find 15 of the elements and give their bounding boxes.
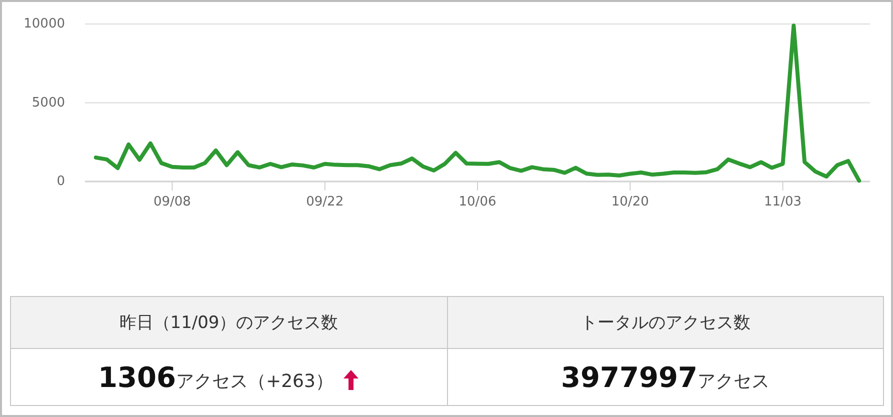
- x-tick-label: 11/03: [764, 194, 802, 210]
- y-tick-label: 0: [56, 174, 65, 189]
- x-tick-label: 10/06: [458, 194, 496, 210]
- line-series: [94, 24, 862, 183]
- category-label: 昨日（11/09）のアクセス数: [10, 296, 447, 348]
- x-tick-label: 09/22: [306, 194, 344, 210]
- data-label: 1306: [98, 360, 176, 394]
- y-tick-label: 10000: [24, 16, 65, 32]
- category-label: トータルのアクセス数: [447, 296, 884, 348]
- data-label: 3977997: [561, 360, 698, 394]
- text: アクセス（+263）: [176, 370, 334, 392]
- y-tick-label: 5000: [32, 95, 65, 110]
- x-tick-label: 10/20: [611, 194, 649, 210]
- x-tick-label: 09/08: [153, 194, 191, 210]
- text: アクセス: [697, 370, 770, 392]
